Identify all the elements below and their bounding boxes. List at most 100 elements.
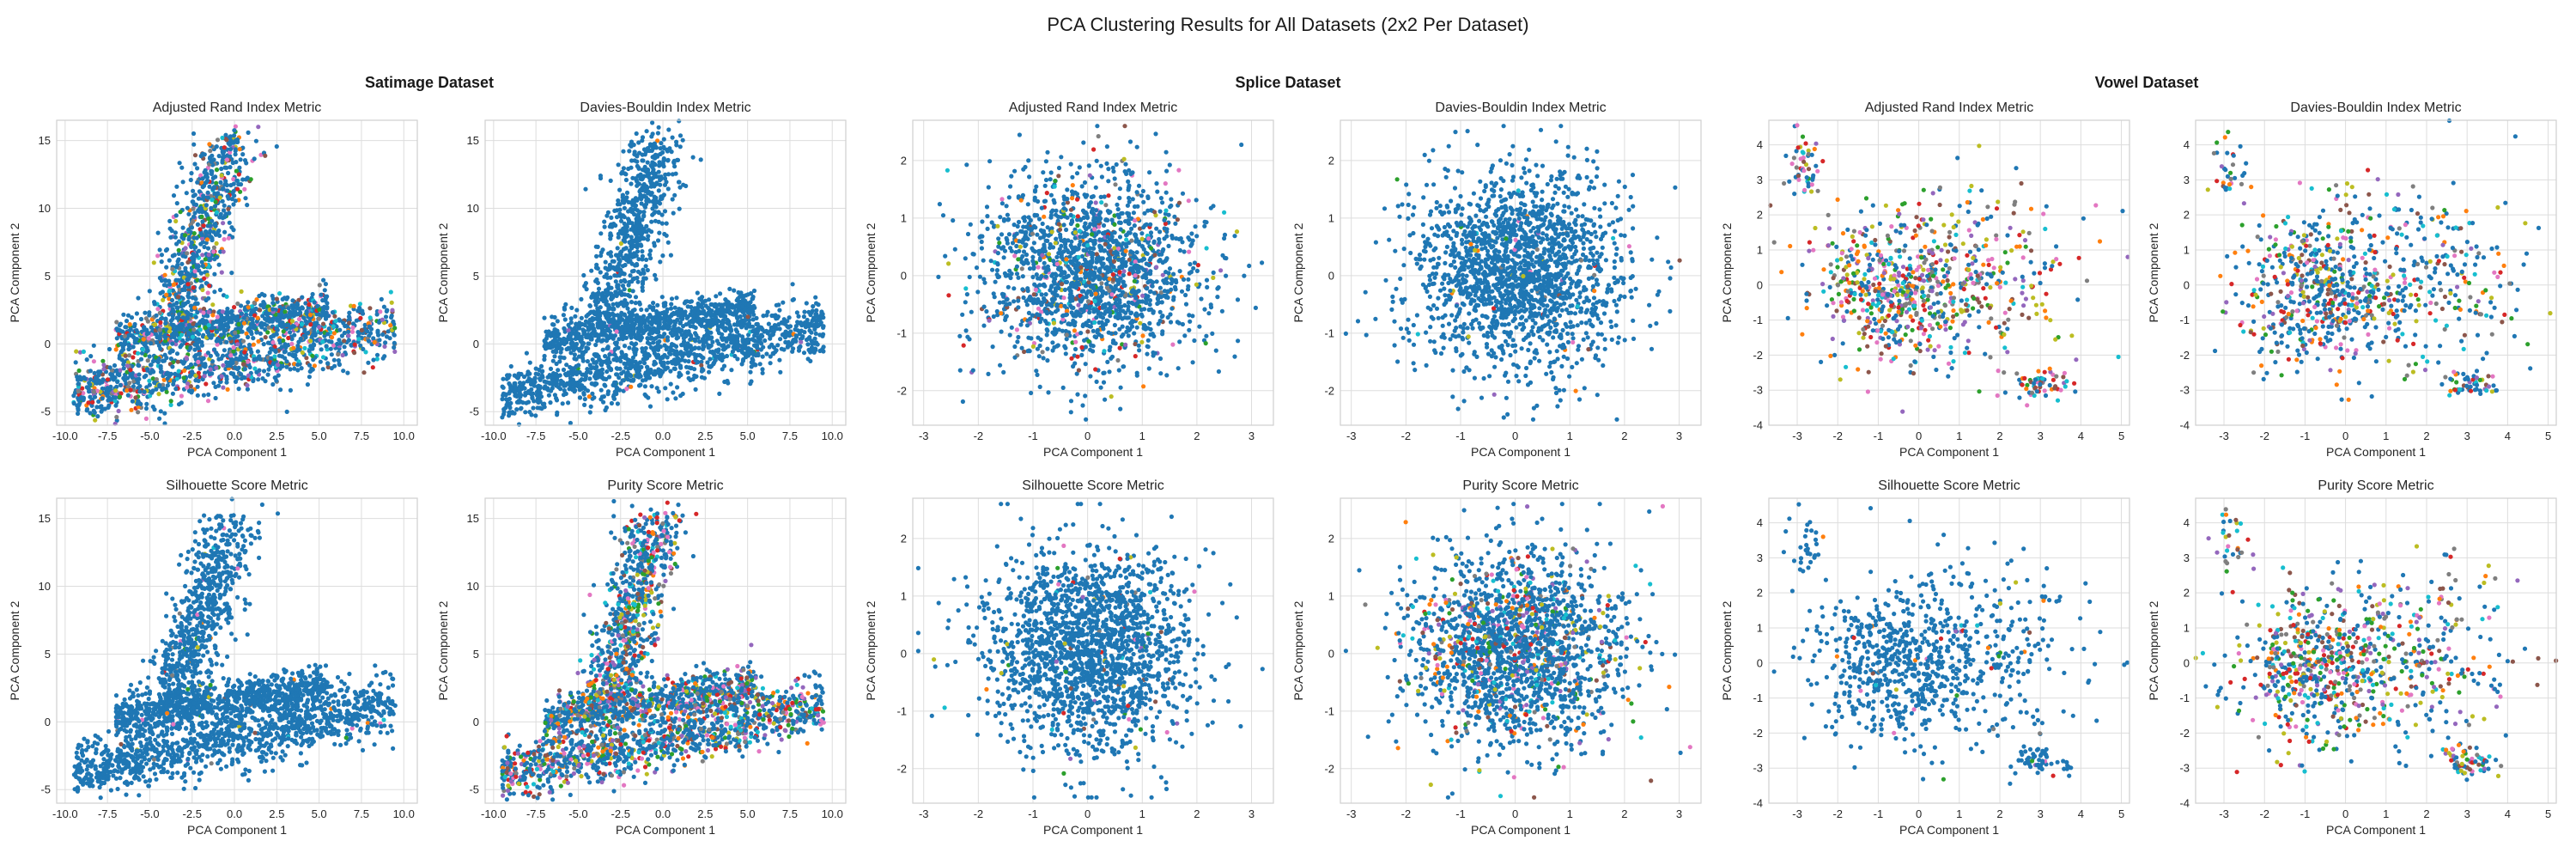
data-point bbox=[515, 400, 519, 405]
data-point bbox=[352, 350, 356, 355]
data-point bbox=[179, 281, 183, 285]
data-point bbox=[509, 364, 513, 369]
data-point bbox=[630, 221, 635, 225]
data-point bbox=[325, 301, 329, 305]
data-point bbox=[550, 322, 555, 326]
x-tick-label: 7.5 bbox=[782, 430, 798, 442]
data-point bbox=[177, 258, 181, 262]
data-point bbox=[573, 314, 577, 319]
data-point bbox=[791, 346, 795, 350]
data-point bbox=[605, 346, 609, 350]
data-point bbox=[622, 238, 626, 242]
data-point bbox=[574, 308, 579, 312]
data-point bbox=[653, 277, 658, 282]
data-point bbox=[210, 313, 215, 317]
data-point bbox=[148, 383, 152, 387]
data-point bbox=[75, 375, 79, 379]
data-point bbox=[662, 362, 666, 367]
data-point bbox=[609, 179, 613, 183]
data-point bbox=[144, 417, 149, 421]
data-point bbox=[277, 291, 282, 295]
data-point bbox=[222, 204, 227, 208]
data-point bbox=[88, 354, 93, 358]
data-point bbox=[227, 211, 231, 216]
data-point bbox=[581, 273, 586, 277]
data-point bbox=[226, 194, 230, 198]
data-point bbox=[215, 330, 219, 334]
data-point bbox=[696, 346, 701, 350]
data-point bbox=[714, 294, 718, 298]
data-point bbox=[650, 165, 654, 169]
data-point bbox=[177, 240, 181, 244]
data-point bbox=[173, 387, 178, 391]
data-point bbox=[324, 296, 328, 301]
data-point bbox=[808, 359, 812, 363]
data-point bbox=[727, 287, 732, 291]
data-point bbox=[534, 372, 538, 376]
x-tick-label: 0.0 bbox=[655, 430, 671, 442]
data-point bbox=[224, 166, 228, 170]
data-point bbox=[555, 398, 559, 402]
data-point bbox=[177, 402, 181, 406]
data-point bbox=[526, 400, 531, 405]
data-point bbox=[264, 335, 268, 339]
data-point bbox=[208, 155, 212, 160]
data-point bbox=[624, 387, 629, 391]
data-point bbox=[268, 350, 272, 355]
x-tick-label: -2.5 bbox=[183, 430, 202, 442]
data-point bbox=[691, 325, 696, 329]
data-point bbox=[734, 327, 738, 332]
y-tick-label: -5 bbox=[469, 405, 479, 418]
data-point bbox=[546, 375, 550, 380]
data-point bbox=[800, 336, 805, 340]
data-point bbox=[177, 369, 181, 374]
data-point bbox=[186, 291, 191, 295]
data-point bbox=[101, 362, 106, 367]
data-point bbox=[660, 369, 665, 374]
data-point bbox=[178, 344, 182, 349]
data-point bbox=[228, 221, 232, 225]
data-point bbox=[271, 362, 276, 366]
data-point bbox=[513, 381, 517, 386]
data-point bbox=[106, 388, 110, 393]
data-point bbox=[360, 328, 364, 332]
data-point bbox=[507, 413, 511, 417]
data-point bbox=[172, 323, 176, 327]
data-point bbox=[663, 183, 667, 187]
data-point bbox=[633, 308, 637, 312]
data-point bbox=[627, 345, 631, 350]
data-point bbox=[591, 357, 595, 362]
data-point bbox=[643, 384, 647, 388]
data-point bbox=[629, 341, 634, 345]
data-point bbox=[185, 385, 189, 389]
data-point bbox=[641, 268, 645, 272]
data-point bbox=[315, 304, 319, 308]
data-point bbox=[300, 322, 304, 326]
data-point bbox=[173, 219, 178, 223]
data-point bbox=[252, 324, 256, 328]
data-point bbox=[240, 152, 245, 156]
data-point bbox=[678, 393, 683, 398]
data-point bbox=[586, 388, 590, 393]
data-point bbox=[657, 231, 661, 235]
y-tick-label: -5 bbox=[40, 405, 51, 418]
data-point bbox=[233, 365, 237, 369]
data-point bbox=[210, 160, 214, 164]
data-point bbox=[292, 367, 296, 371]
data-point bbox=[523, 391, 527, 395]
data-point bbox=[346, 333, 350, 338]
data-point bbox=[266, 341, 270, 345]
data-point bbox=[371, 357, 375, 362]
data-point bbox=[258, 357, 263, 362]
data-point bbox=[263, 317, 267, 321]
data-point bbox=[708, 365, 713, 369]
data-point bbox=[778, 337, 782, 341]
data-point bbox=[192, 161, 197, 166]
data-point bbox=[700, 355, 704, 359]
data-point bbox=[254, 330, 258, 334]
data-point bbox=[580, 316, 584, 320]
data-point bbox=[636, 270, 641, 274]
data-point bbox=[244, 161, 248, 165]
data-point bbox=[76, 381, 81, 386]
data-point bbox=[214, 396, 218, 400]
